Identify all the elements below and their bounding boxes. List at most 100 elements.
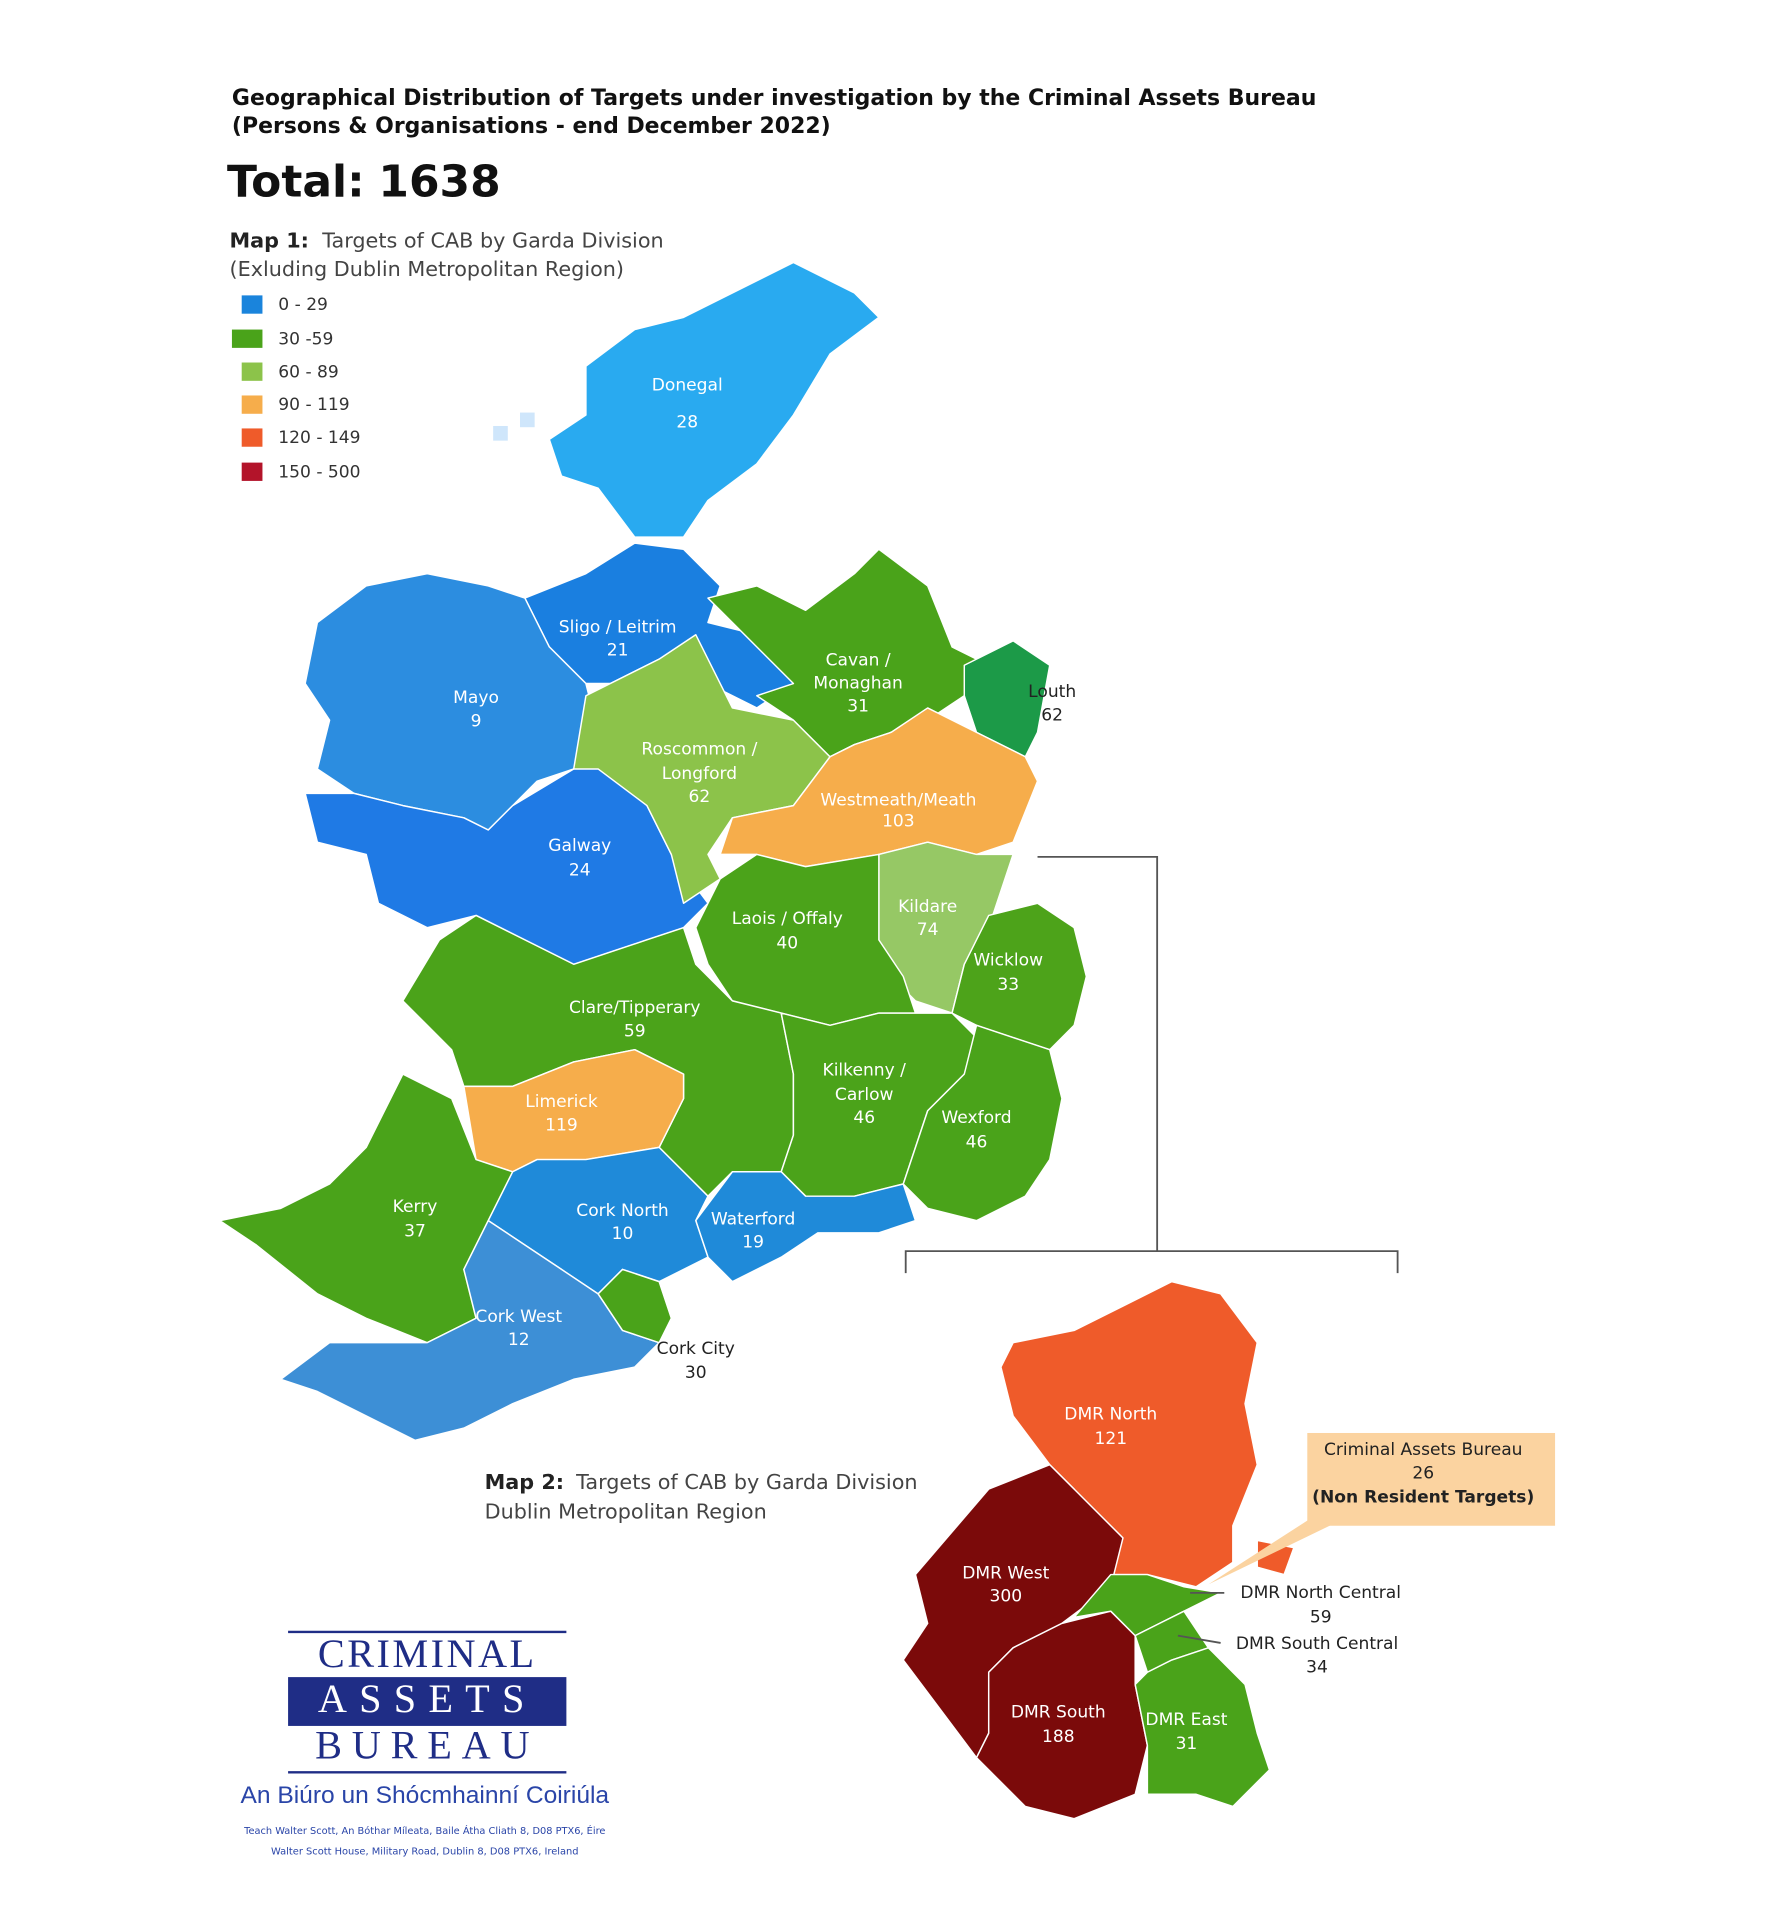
region-value: 30 — [685, 1363, 707, 1383]
legend-label: 120 - 149 — [278, 428, 360, 448]
legend: 0 - 29 30 -59 60 - 89 90 - 119 120 - 149… — [231, 295, 361, 482]
region-value: 119 — [545, 1115, 578, 1135]
region-value: 121 — [1094, 1429, 1127, 1449]
callout-box — [1307, 1432, 1556, 1526]
region-name: Cork North — [576, 1201, 668, 1221]
region-name: DMR West — [962, 1563, 1049, 1583]
region-value: 10 — [612, 1224, 634, 1244]
region-value: 33 — [997, 975, 1019, 995]
region-name: Westmeath/Meath — [820, 791, 976, 811]
island — [519, 412, 535, 428]
legend-label: 0 - 29 — [278, 295, 328, 315]
legend-swatch — [241, 362, 263, 381]
map1-label: Map 1: — [229, 229, 308, 253]
region-name: Cavan / — [826, 650, 891, 670]
region-shape — [1000, 1280, 1258, 1588]
region-name: Galway — [548, 836, 611, 856]
map1-labels: Donegal 28 Sligo / Leitrim 21 Mayo 9 Gal… — [393, 376, 1077, 1383]
legend-swatch — [241, 295, 263, 314]
island — [493, 425, 508, 441]
map1-note: (Exluding Dublin Metropolitan Region) — [229, 257, 624, 281]
total-value: 1638 — [378, 156, 500, 207]
region-shape — [304, 572, 599, 831]
legend-label: 90 - 119 — [278, 395, 349, 415]
region-name: Monaghan — [813, 674, 902, 694]
callout-value: 26 — [1412, 1463, 1434, 1483]
logo-line2: ASSETS — [318, 1676, 537, 1721]
logo-line1: CRIMINAL — [318, 1631, 537, 1676]
region-name: Louth — [1028, 682, 1076, 702]
leader-line — [1177, 1634, 1221, 1644]
connector — [1037, 855, 1159, 1252]
total-label: Total: — [227, 156, 365, 207]
map2-labels: DMR North 121 DMR West 300 DMR South 188… — [962, 1405, 1401, 1755]
callout-name: Criminal Assets Bureau — [1324, 1440, 1523, 1460]
region-name: Donegal — [652, 376, 723, 396]
logo-address-irish: Teach Walter Scott, An Bóthar Míleata, B… — [243, 1824, 605, 1837]
region-name: Limerick — [525, 1092, 598, 1112]
region-shape — [572, 633, 831, 904]
region-value: 34 — [1306, 1657, 1328, 1677]
region-value: 188 — [1042, 1727, 1075, 1747]
region-shape — [597, 1268, 673, 1344]
region-name: Longford — [662, 764, 737, 784]
region-value: 46 — [853, 1108, 875, 1128]
legend-label: 30 -59 — [278, 329, 333, 349]
region-name: Mayo — [453, 688, 499, 708]
region-value: 31 — [847, 697, 869, 717]
region-name: Kildare — [898, 897, 957, 917]
region-value: 46 — [966, 1132, 988, 1152]
callout-note: (Non Resident Targets) — [1312, 1488, 1534, 1508]
map2-text: Targets of CAB by Garda Division — [575, 1470, 917, 1494]
region-shape — [1134, 1647, 1271, 1808]
legend-swatch — [231, 329, 263, 348]
logo-band — [288, 1677, 567, 1726]
region-name: Wexford — [941, 1108, 1011, 1128]
region-value: 74 — [917, 920, 939, 940]
region-name: Laois / Offaly — [732, 909, 843, 929]
region-name: Cork West — [475, 1307, 562, 1327]
logo: CRIMINAL ASSETS BUREAU An Biúro un Shócm… — [240, 1630, 610, 1858]
logo-irish: An Biúro un Shócmhainní Coiriúla — [240, 1782, 609, 1809]
region-name: DMR South Central — [1236, 1634, 1398, 1654]
region-value: 103 — [882, 811, 915, 831]
logo-line3: BUREAU — [315, 1722, 539, 1767]
map1 — [218, 261, 1088, 1442]
region-name: DMR North — [1064, 1405, 1157, 1425]
region-name: Carlow — [835, 1085, 894, 1105]
region-name: Clare/Tipperary — [569, 998, 701, 1018]
map1-text: Targets of CAB by Garda Division — [321, 229, 663, 253]
region-value: 62 — [1041, 705, 1063, 725]
region-name: DMR East — [1145, 1710, 1227, 1730]
region-value: 24 — [569, 860, 591, 880]
region-shape — [963, 640, 1051, 758]
region-value: 59 — [1310, 1607, 1332, 1627]
map2 — [902, 1280, 1295, 1820]
region-value: 21 — [607, 641, 629, 661]
region-value: 40 — [776, 934, 798, 954]
region-value: 59 — [624, 1021, 646, 1041]
region-name: Cork City — [657, 1339, 735, 1359]
connector — [904, 1250, 1399, 1274]
region-shape — [548, 261, 880, 538]
legend-swatch — [241, 462, 263, 481]
region-name: Roscommon / — [641, 739, 757, 759]
title: Geographical Distribution of Targets und… — [232, 86, 1316, 111]
subtitle: (Persons & Organisations - end December … — [232, 114, 831, 139]
region-value: 37 — [404, 1222, 426, 1242]
region-name: Kilkenny / — [822, 1060, 906, 1080]
region-value: 9 — [471, 711, 482, 731]
region-value: 19 — [742, 1233, 764, 1253]
region-name: Waterford — [711, 1209, 796, 1229]
legend-label: 150 - 500 — [278, 462, 360, 482]
legend-swatch — [241, 428, 263, 447]
region-shape — [304, 756, 709, 966]
logo-address: Walter Scott House, Military Road, Dubli… — [271, 1847, 579, 1858]
region-shape — [218, 1073, 514, 1344]
region-value: 31 — [1176, 1734, 1198, 1754]
region-value: 300 — [989, 1587, 1022, 1607]
region-name: Kerry — [393, 1197, 438, 1217]
region-value: 28 — [676, 412, 698, 432]
map2-note: Dublin Metropolitan Region — [485, 1499, 767, 1523]
